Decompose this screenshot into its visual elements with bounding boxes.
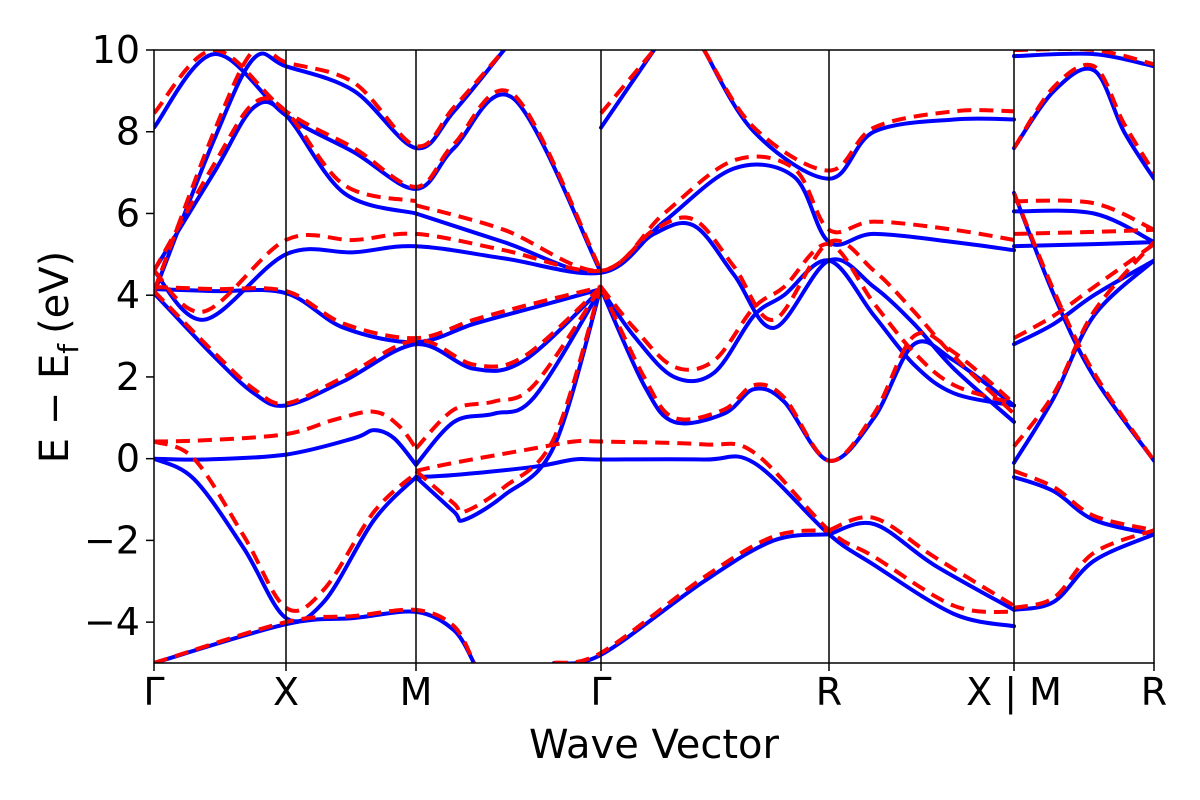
band-line-solid-10 (154, 287, 603, 408)
band-line-solid-30 (702, 50, 1016, 181)
y-axis-label-unit: (eV) (32, 251, 78, 334)
band-line-solid-22 (154, 99, 418, 273)
x-axis-label: Wave Vector (529, 722, 780, 768)
y-tick-label: 8 (116, 110, 140, 154)
band-line-solid-44 (1012, 208, 1154, 245)
band-line-dashed-53 (553, 528, 830, 663)
y-axis-label-main: E − E (32, 354, 78, 464)
band-line-dashed-3 (154, 439, 418, 613)
x-tick-label: R (816, 670, 842, 714)
plot-frame (153, 49, 1155, 664)
y-tick-label: 4 (116, 273, 140, 317)
band-line-solid-26 (154, 50, 506, 296)
y-tick-label: 0 (116, 437, 140, 481)
band-line-dashed-51 (154, 607, 476, 663)
band-line-dashed-9 (415, 438, 1015, 614)
band-line-solid-38 (1012, 475, 1154, 537)
band-line-dashed-39 (1013, 469, 1154, 533)
band-line-solid-2 (154, 456, 418, 624)
y-axis-label-subscript: f (52, 343, 85, 354)
band-line-dashed-7 (414, 285, 603, 450)
band-line-dashed-11 (154, 285, 603, 406)
x-axis-ticks: Γ X M Γ R X | M R (143, 663, 1167, 715)
band-line-solid-16 (599, 287, 1016, 463)
band-line-dashed-15 (599, 242, 1015, 406)
band-line-dashed-27 (154, 50, 506, 292)
band-line-solid-48 (1012, 51, 1154, 69)
y-tick-label: −2 (84, 518, 140, 562)
band-line-solid-54 (827, 520, 1016, 612)
y-tick-label: 6 (116, 191, 140, 235)
y-tick-label: 2 (116, 355, 140, 399)
x-tick-label: Γ (143, 670, 164, 714)
band-series-layer (154, 50, 1154, 663)
band-line-dashed-29 (599, 50, 656, 115)
band-line-dashed-55 (828, 515, 1016, 608)
high-symmetry-lines (285, 50, 1015, 663)
band-line-solid-40 (1012, 532, 1154, 612)
x-tick-label: M (400, 670, 433, 714)
x-tick-label: X (273, 670, 299, 714)
band-line-solid-12 (154, 287, 603, 345)
band-line-solid-0 (154, 428, 418, 467)
band-line-dashed-13 (154, 285, 602, 341)
band-line-dashed-25 (154, 50, 603, 272)
band-line-dashed-37 (1013, 242, 1154, 340)
band-line-dashed-1 (154, 409, 418, 450)
band-line-dashed-19 (154, 215, 1016, 416)
band-line-solid-6 (414, 287, 603, 467)
y-axis-ticks: −4 −2 0 2 4 6 8 10 (84, 28, 154, 644)
band-line-solid-14 (599, 258, 1016, 408)
x-tick-label: R (1141, 670, 1167, 714)
band-line-solid-52 (552, 532, 831, 663)
band-line-dashed-17 (599, 286, 1016, 463)
band-line-solid-4 (414, 285, 603, 523)
band-line-dashed-33 (1012, 240, 1154, 448)
svg-text:E − Ef(eV): E − Ef (eV) (32, 251, 85, 464)
band-line-dashed-5 (414, 284, 603, 515)
x-tick-label: X | M (966, 670, 1062, 715)
y-axis-label: E − Ef (eV) (32, 251, 85, 464)
band-line-dashed-41 (1013, 528, 1154, 610)
band-line-dashed-47 (1012, 62, 1154, 174)
y-tick-label: 10 (92, 28, 140, 72)
band-line-solid-18 (154, 221, 1016, 424)
band-line-dashed-43 (1013, 227, 1154, 236)
band-line-solid-46 (1012, 66, 1154, 181)
x-tick-label: Γ (590, 670, 611, 714)
band-line-dashed-45 (1013, 198, 1154, 232)
band-line-dashed-35 (1012, 192, 1154, 462)
band-line-dashed-31 (702, 50, 1015, 173)
band-line-dashed-21 (415, 154, 1015, 273)
band-line-solid-36 (1012, 258, 1154, 347)
band-line-dashed-23 (154, 96, 417, 272)
y-tick-label: −4 (84, 600, 140, 644)
band-line-solid-8 (414, 454, 1016, 629)
band-line-solid-20 (414, 162, 1016, 275)
band-line-solid-42 (1012, 240, 1154, 249)
